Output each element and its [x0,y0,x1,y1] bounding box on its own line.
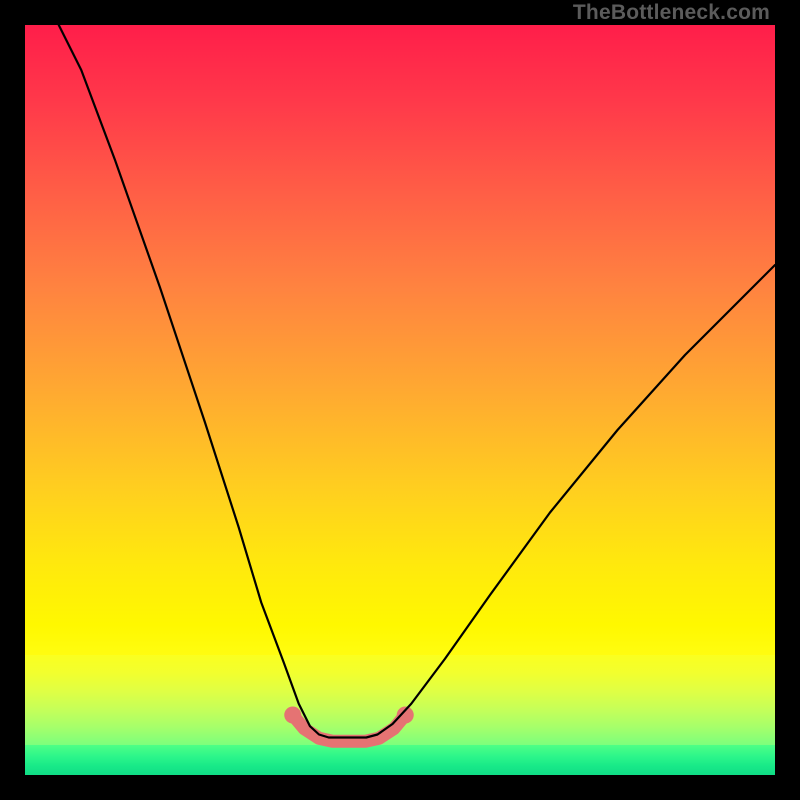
plot-area [25,25,775,775]
attribution-text: TheBottleneck.com [573,1,770,25]
chart-root: TheBottleneck.com [0,0,800,800]
bottom-marker-dot-left [284,707,301,724]
bottleneck-curve [59,25,775,738]
curve-svg-layer [25,25,775,775]
